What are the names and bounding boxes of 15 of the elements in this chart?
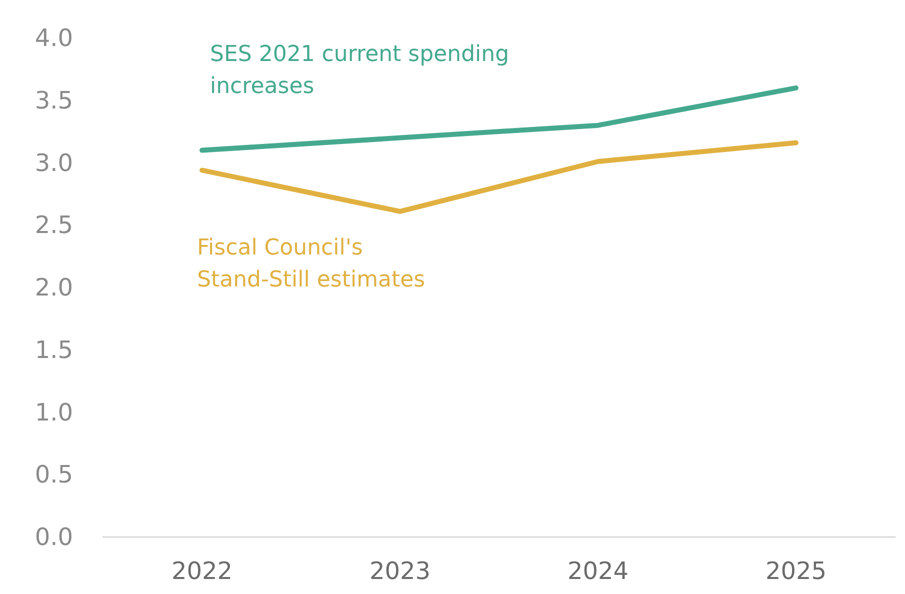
- y-tick-label: 1.5: [34, 336, 73, 364]
- y-tick-label: 1.0: [34, 398, 73, 426]
- x-tick-label: 2023: [369, 557, 431, 585]
- y-tick-label: 3.5: [34, 86, 73, 114]
- y-tick-label: 3.0: [34, 148, 73, 177]
- y-tick-label: 4.0: [34, 24, 73, 52]
- y-tick-label: 2.0: [34, 274, 73, 302]
- y-tick-label: 0.5: [34, 460, 73, 489]
- y-tick-label: 2.5: [34, 211, 73, 240]
- x-tick-label: 2024: [567, 557, 629, 585]
- x-tick-label: 2022: [171, 557, 233, 585]
- series-label: SES 2021 current spending increases: [210, 42, 516, 99]
- series-label: Fiscal Council's Stand-Still estimates: [197, 236, 426, 293]
- x-tick-label: 2025: [765, 557, 827, 585]
- y-tick-label: 0.0: [34, 523, 73, 551]
